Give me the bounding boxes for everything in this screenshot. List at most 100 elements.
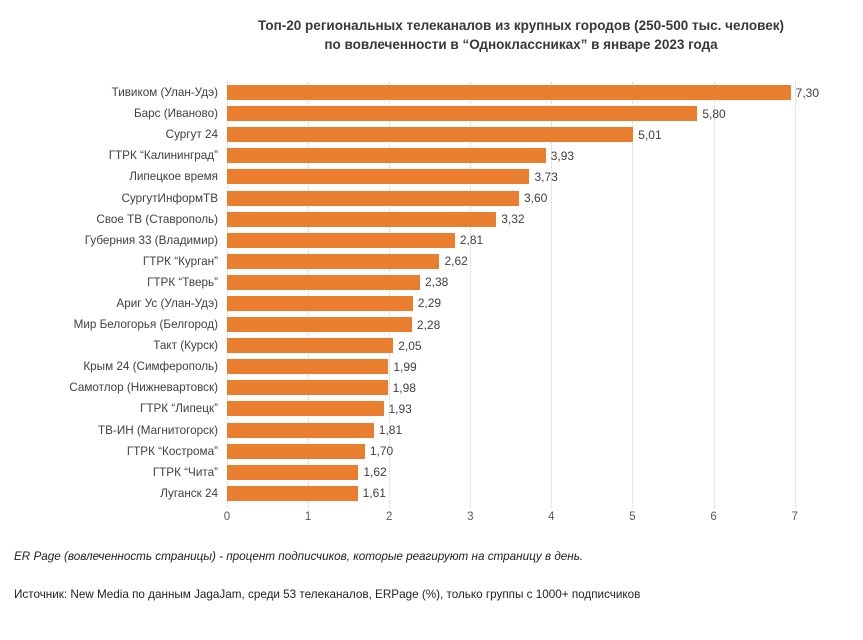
value-label: 2,28	[416, 317, 441, 332]
category-label: Сургут 24	[165, 128, 218, 142]
bar-row: 1,61	[227, 483, 819, 504]
bar	[227, 253, 440, 269]
x-axis-tick-label: 2	[385, 511, 393, 523]
bar-row: 1,81	[227, 420, 819, 441]
value-label: 1,61	[362, 486, 386, 501]
x-axis-tick-label: 1	[304, 511, 312, 523]
bar	[227, 274, 420, 290]
bar	[227, 211, 497, 227]
category-label: Такт (Курск)	[153, 339, 218, 353]
bar	[227, 443, 365, 459]
category-label: СургутИнформТВ	[121, 191, 218, 205]
bar	[227, 422, 374, 438]
bar-row: 5,80	[227, 103, 819, 124]
x-axis-tick-label: 6	[710, 511, 717, 523]
category-label: Луганск 24	[160, 486, 218, 500]
value-label: 1,93	[388, 401, 412, 416]
gridline-2	[389, 82, 391, 508]
category-label: ГТРК “Чита”	[152, 465, 218, 479]
bar-row: 3,60	[227, 187, 819, 208]
bar	[227, 190, 519, 206]
bar	[227, 317, 412, 333]
category-label: Свое ТВ (Ставрополь)	[96, 212, 218, 226]
value-label: 3,73	[534, 169, 558, 184]
value-label: 2,38	[425, 275, 449, 290]
value-label: 5,01	[638, 127, 662, 142]
bar-row: 2,38	[227, 272, 819, 293]
bar	[227, 338, 394, 354]
bar	[227, 106, 698, 122]
bar-row: 1,93	[227, 398, 819, 419]
x-axis-tick-label: 7	[791, 511, 798, 523]
category-label: ГТРК “Липецк”	[140, 402, 218, 416]
bar-row: 1,62	[227, 462, 819, 483]
bar	[227, 464, 359, 480]
bar-row: 2,81	[227, 230, 819, 251]
x-axis-tick-label: 4	[548, 511, 555, 523]
category-label: ГТРК “Калининград”	[108, 149, 218, 163]
category-label: Губерния 33 (Владимир)	[84, 233, 218, 247]
chart-title: Топ-20 региональных телеканалов из крупн…	[225, 16, 817, 54]
bar	[227, 85, 791, 101]
gridline-6	[713, 82, 715, 508]
bar	[227, 380, 388, 396]
category-label: Барс (Иваново)	[133, 107, 218, 121]
value-label: 7,30	[795, 85, 819, 100]
category-label-column: Тивиком (Улан-Удэ) Барс (Иваново) Сургут 2…	[0, 82, 227, 524]
bar	[227, 485, 358, 501]
value-label: 2,81	[459, 233, 484, 248]
value-label: 1,62	[363, 465, 387, 480]
bar	[227, 295, 413, 311]
plot-area: 7,30 5,80 5,01 3,93 3,73 3,60 3,32 2,81 2,62 2,38…	[227, 82, 819, 508]
bar-row: 3,93	[227, 145, 819, 166]
value-label: 2,05	[398, 338, 422, 353]
chart-title-line2: по вовлеченности в “Одноклассниках” в ян…	[324, 37, 718, 52]
bar	[227, 169, 530, 185]
category-label: ГТРК “Курган”	[142, 254, 218, 268]
gridline-3	[470, 82, 472, 508]
bar-row: 1,70	[227, 441, 819, 462]
value-label: 3,60	[523, 191, 548, 206]
bar-row: 5,01	[227, 124, 819, 145]
bar-row: 7,30	[227, 82, 819, 103]
value-label: 1,70	[369, 444, 394, 459]
category-label: Самотлор (Нижневартовск)	[69, 381, 218, 395]
bar	[227, 148, 546, 164]
plot-wrap: 7,30 5,80 5,01 3,93 3,73 3,60 3,32 2,81 2,62 2,38…	[223, 82, 819, 524]
value-label: 2,29	[417, 296, 442, 311]
x-axis-tick-label: 5	[629, 511, 636, 523]
value-label: 2,62	[444, 254, 468, 269]
footnote-definition: ER Page (вовлеченность страницы) - проце…	[14, 550, 584, 563]
bar-row: 1,98	[227, 377, 819, 398]
bar-row: 1,99	[227, 356, 819, 377]
gridline-4	[551, 82, 553, 508]
category-label: ГТРК “Тверь”	[147, 275, 218, 289]
x-axis-tick-label: 0	[223, 511, 231, 523]
value-label: 1,98	[392, 380, 416, 395]
category-label: Липецкое время	[129, 170, 218, 184]
bar-row: 3,73	[227, 166, 819, 187]
bar	[227, 359, 389, 375]
value-label: 3,93	[550, 148, 575, 163]
bar-row: 2,29	[227, 293, 819, 314]
bar-row: 2,62	[227, 251, 819, 272]
category-label: ГТРК “Кострома”	[126, 444, 218, 458]
gridline-0	[227, 82, 228, 508]
gridline-5	[632, 82, 634, 508]
category-label: ТВ-ИН (Магнитогорск)	[98, 423, 218, 437]
value-label: 5,80	[702, 106, 726, 121]
gridline-7	[794, 82, 796, 508]
category-label: Крым 24 (Симферополь)	[83, 360, 218, 374]
bar-chart: Тивиком (Улан-Удэ) Барс (Иваново) Сургут 2…	[0, 82, 863, 524]
gridline-1	[308, 82, 310, 508]
x-axis: 0 1 2 3 4 5 6 7	[223, 504, 819, 524]
bar-row: 2,28	[227, 314, 819, 335]
value-label: 1,99	[393, 359, 417, 374]
bar-row: 3,32	[227, 209, 819, 230]
bar-row: 2,05	[227, 335, 819, 356]
category-label: Мир Белогорья (Белгород)	[73, 318, 218, 332]
category-label: Тивиком (Улан-Удэ)	[111, 86, 218, 100]
value-label: 3,32	[501, 212, 525, 227]
bar	[227, 232, 455, 248]
x-axis-tick-label: 3	[467, 511, 474, 523]
